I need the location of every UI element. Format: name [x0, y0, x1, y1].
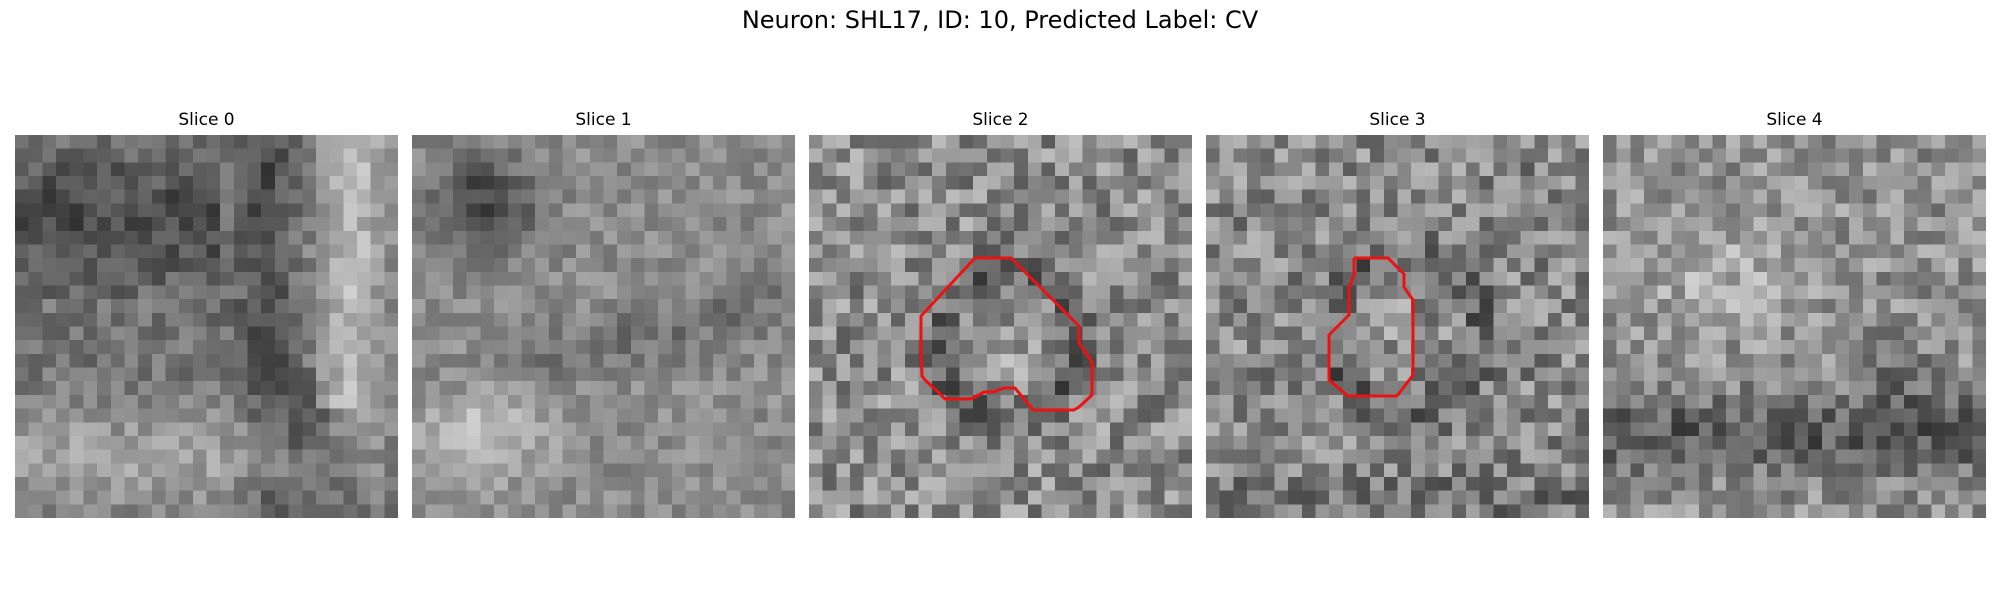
roi-contour-line-2 — [919, 256, 1094, 412]
slice-pixels-1 — [412, 135, 795, 518]
slice-pixels-3 — [1206, 135, 1589, 518]
roi-contour-3 — [1327, 256, 1415, 398]
slice-image-4 — [1603, 135, 1986, 518]
roi-contour-line-3 — [1327, 256, 1415, 398]
slice-title-3: Slice 3 — [1369, 110, 1426, 130]
figure-title: Neuron: SHL17, ID: 10, Predicted Label: … — [741, 6, 1259, 34]
slice-image-3 — [1206, 135, 1589, 518]
slice-pixels-4 — [1603, 135, 1986, 518]
slice-title-0: Slice 0 — [178, 110, 235, 130]
slice-pixels-0 — [15, 135, 398, 518]
slice-title-1: Slice 1 — [575, 110, 632, 130]
roi-contour-2 — [919, 256, 1094, 412]
slice-image-1 — [412, 135, 795, 518]
slice-title-2: Slice 2 — [972, 110, 1029, 130]
slice-image-0 — [15, 135, 398, 518]
slice-title-4: Slice 4 — [1766, 110, 1823, 130]
slice-pixels-2 — [809, 135, 1192, 518]
slice-image-2 — [809, 135, 1192, 518]
